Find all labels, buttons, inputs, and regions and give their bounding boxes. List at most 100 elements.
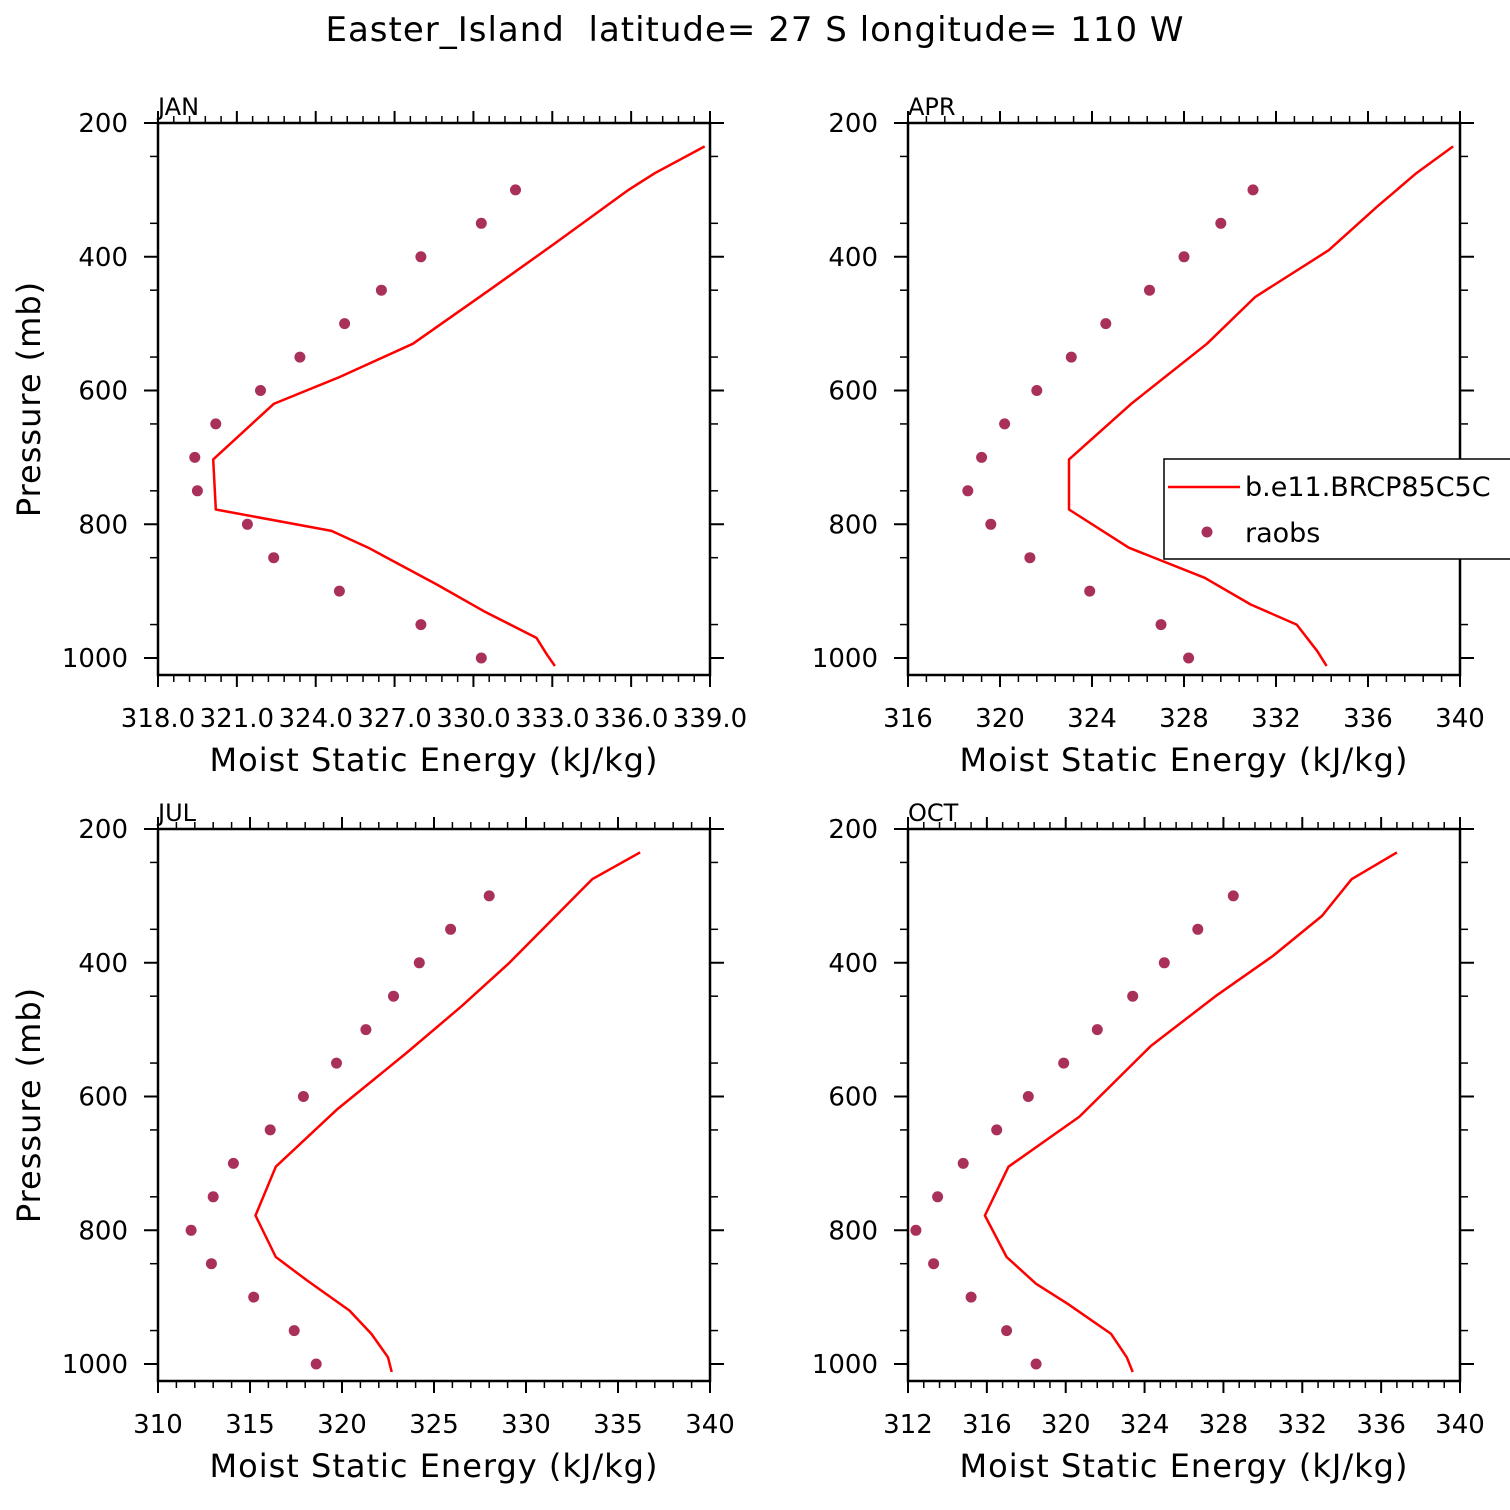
- x-tick-label: 328: [1199, 1410, 1249, 1440]
- y-tick-label: 1000: [812, 1350, 878, 1380]
- panel-oct: OCT 312 316 320 324 328 332 336 340 200 400 600 800 1…: [812, 799, 1485, 1485]
- y-tick-label: 600: [828, 1083, 878, 1113]
- raobs-point: [227, 1157, 239, 1169]
- raobs-point: [288, 1325, 300, 1337]
- x-axis-label: Moist Static Energy (kJ/kg): [210, 1447, 659, 1485]
- x-tick-label: 325: [409, 1410, 459, 1440]
- raobs-point: [1031, 385, 1043, 396]
- x-tick-label: 320: [317, 1410, 367, 1440]
- x-tick-label: 333.0: [515, 704, 589, 734]
- raobs-point: [445, 923, 457, 935]
- x-tick-label: 340: [1435, 1410, 1485, 1440]
- raobs-point: [310, 1358, 322, 1370]
- model-series-line: [211, 145, 706, 667]
- raobs-point: [264, 1124, 276, 1136]
- y-tick-label: 1000: [812, 644, 878, 674]
- panel-apr: APR 316 320 324 328 332 336 340 200 400 600 800 1000…: [812, 93, 1485, 779]
- raobs-point: [1100, 318, 1112, 330]
- raobs-point: [1024, 552, 1036, 564]
- y-tick-label: 200: [828, 109, 878, 139]
- x-tick-label: 340: [1435, 704, 1485, 734]
- raobs-point: [415, 251, 427, 263]
- raobs-point: [191, 485, 203, 497]
- raobs-point: [415, 619, 427, 631]
- raobs-point: [294, 351, 306, 363]
- raobs-point: [962, 485, 974, 497]
- x-tick-label: 324: [1067, 704, 1117, 734]
- x-axis-label: Moist Static Energy (kJ/kg): [960, 741, 1409, 779]
- y-axis-label: Pressure (mb): [10, 281, 48, 517]
- raobs-point: [1001, 1325, 1013, 1337]
- raobs-point: [1058, 1057, 1070, 1069]
- y-tick-label: 200: [828, 815, 878, 845]
- x-tick-label: 328: [1159, 704, 1209, 734]
- x-tick-label: 320: [1041, 1410, 1091, 1440]
- x-tick-label: 330: [501, 1410, 551, 1440]
- raobs-point: [1178, 251, 1190, 263]
- raobs-point: [991, 1124, 1003, 1136]
- raobs-point: [965, 1291, 977, 1303]
- raobs-point: [1215, 217, 1227, 229]
- panel-jan: JAN 318.0 321.0 324.0 327.0 330.0 333.0 336.0 33…: [10, 93, 747, 779]
- y-tick-label: 400: [828, 949, 878, 979]
- y-tick-label: 800: [78, 1216, 128, 1246]
- x-tick-label: 312: [883, 1410, 933, 1440]
- x-tick-label: 330.0: [436, 704, 510, 734]
- x-tick-label: 310: [133, 1410, 183, 1440]
- x-tick-label: 336.0: [594, 704, 668, 734]
- page-title: Easter_Island latitude= 27 S longitude= …: [325, 10, 1185, 50]
- raobs-point: [1030, 1358, 1042, 1370]
- legend-obs-label: raobs: [1245, 518, 1320, 549]
- raobs-point: [1183, 652, 1195, 664]
- x-tick-label: 336: [1343, 704, 1393, 734]
- x-tick-label: 339.0: [673, 704, 747, 734]
- raobs-point: [932, 1191, 944, 1203]
- y-tick-label: 600: [828, 377, 878, 407]
- x-tick-label: 335: [593, 1410, 643, 1440]
- y-tick-label: 800: [78, 510, 128, 540]
- raobs-point: [976, 451, 988, 463]
- x-tick-label: 327.0: [357, 704, 431, 734]
- y-tick-label: 400: [78, 243, 128, 273]
- raobs-point: [1247, 184, 1259, 196]
- x-tick-label: 324.0: [278, 704, 352, 734]
- x-tick-label: 324: [1120, 1410, 1170, 1440]
- x-tick-label: 336: [1356, 1410, 1406, 1440]
- y-tick-label: 1000: [62, 644, 128, 674]
- raobs-point: [475, 652, 487, 664]
- y-tick-label: 800: [828, 1216, 878, 1246]
- x-tick-label: 340: [685, 1410, 735, 1440]
- raobs-point: [1127, 990, 1139, 1002]
- model-series-line: [254, 851, 641, 1373]
- raobs-point: [297, 1091, 309, 1102]
- x-tick-label: 315: [225, 1410, 275, 1440]
- y-tick-label: 400: [828, 243, 878, 273]
- x-axis-label: Moist Static Energy (kJ/kg): [210, 741, 659, 779]
- raobs-point: [268, 552, 280, 564]
- legend-box: [1163, 458, 1510, 560]
- y-tick-label: 200: [78, 109, 128, 139]
- panel-label: OCT: [908, 799, 959, 827]
- raobs-point: [388, 990, 399, 1002]
- y-axis-label: Pressure (mb): [10, 987, 48, 1223]
- x-tick-label: 316: [962, 1410, 1012, 1440]
- raobs-point: [360, 1024, 372, 1036]
- x-tick-label: 332: [1251, 704, 1301, 734]
- raobs-point: [1227, 890, 1239, 902]
- raobs-point: [333, 585, 345, 597]
- plot-frame: [156, 121, 712, 677]
- raobs-point: [248, 1291, 260, 1303]
- legend-model-label: b.e11.BRCP85C5C: [1245, 472, 1491, 503]
- legend-dot-swatch: [1201, 526, 1213, 538]
- raobs-point: [210, 418, 222, 430]
- raobs-point: [331, 1057, 342, 1069]
- panel-label: JAN: [156, 93, 199, 121]
- raobs-point: [1144, 284, 1155, 296]
- raobs-point: [413, 957, 425, 969]
- raobs-point: [339, 318, 351, 330]
- raobs-point: [510, 184, 521, 196]
- y-tick-label: 600: [78, 1083, 128, 1113]
- x-tick-label: 318.0: [121, 704, 195, 734]
- raobs-point: [999, 418, 1011, 430]
